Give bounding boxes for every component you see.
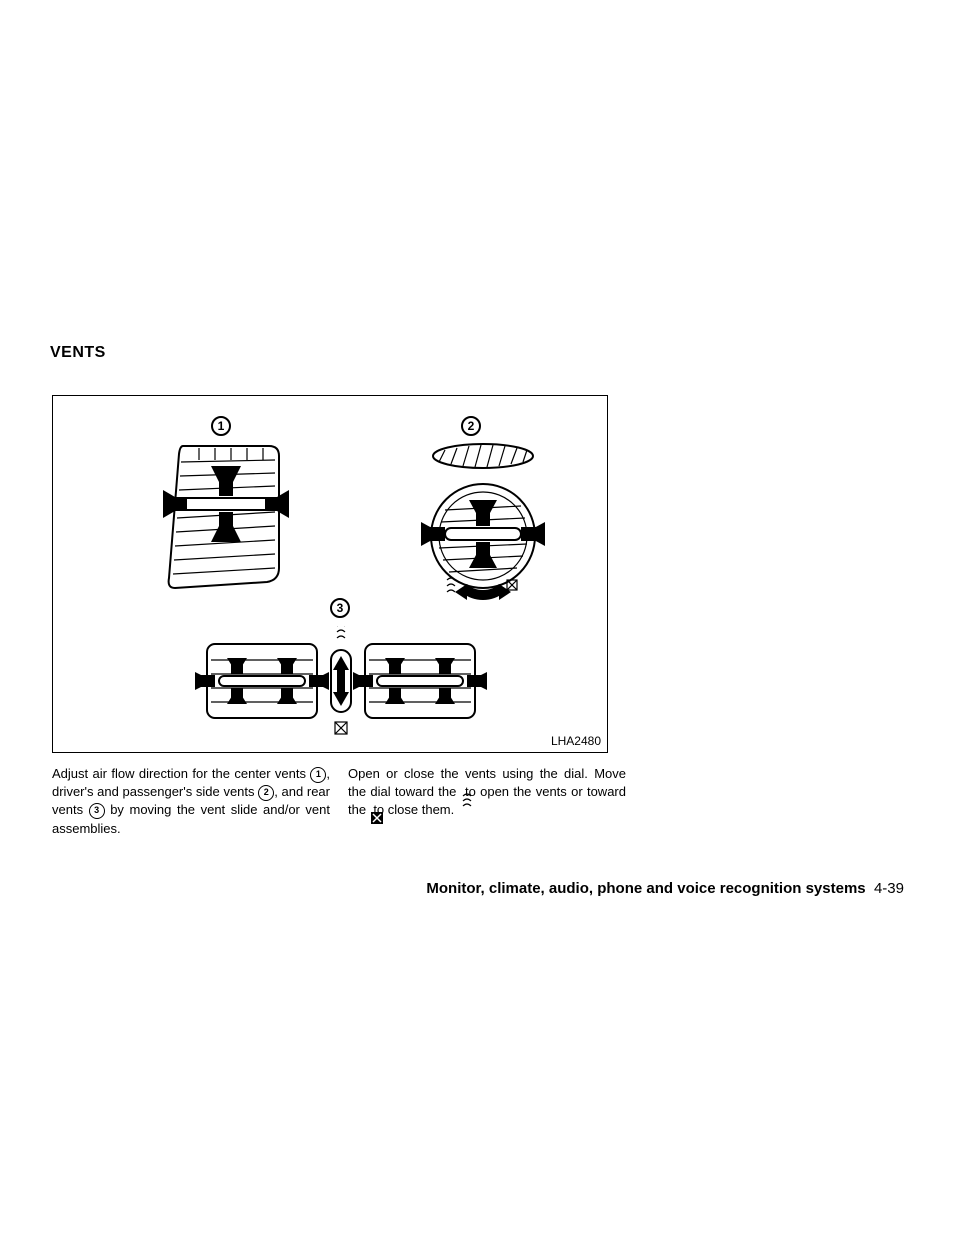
vents-figure: 1 2 3: [52, 395, 608, 753]
circled-3-inline: 3: [89, 803, 105, 819]
paragraph-2: Open or close the vents using the dial. …: [348, 765, 626, 820]
center-vent-illustration: [161, 440, 291, 590]
circled-1-inline: 1: [310, 767, 326, 783]
paragraph-1: Adjust air flow direction for the center…: [52, 765, 330, 838]
figure-marker-2: 2: [459, 414, 483, 438]
p1-text-a: Adjust air flow direction for the center…: [52, 766, 310, 781]
figure-marker-3: 3: [328, 596, 352, 620]
page-footer: Monitor, climate, audio, phone and voice…: [426, 880, 904, 897]
svg-text:2: 2: [468, 419, 475, 433]
circled-2-inline: 2: [258, 785, 274, 801]
page: VENTS 1 2 3: [0, 0, 954, 1235]
figure-label: LHA2480: [551, 734, 601, 748]
figure-marker-1: 1: [209, 414, 233, 438]
svg-text:1: 1: [218, 419, 225, 433]
footer-page-number: 4-39: [874, 880, 904, 897]
footer-chapter: Monitor, climate, audio, phone and voice…: [426, 880, 865, 897]
section-title: VENTS: [50, 344, 106, 362]
rear-vents-illustration: [193, 626, 493, 746]
side-vent-illustration: [411, 440, 581, 610]
svg-text:3: 3: [337, 601, 344, 615]
p2-text-c: to close them.: [373, 802, 454, 817]
